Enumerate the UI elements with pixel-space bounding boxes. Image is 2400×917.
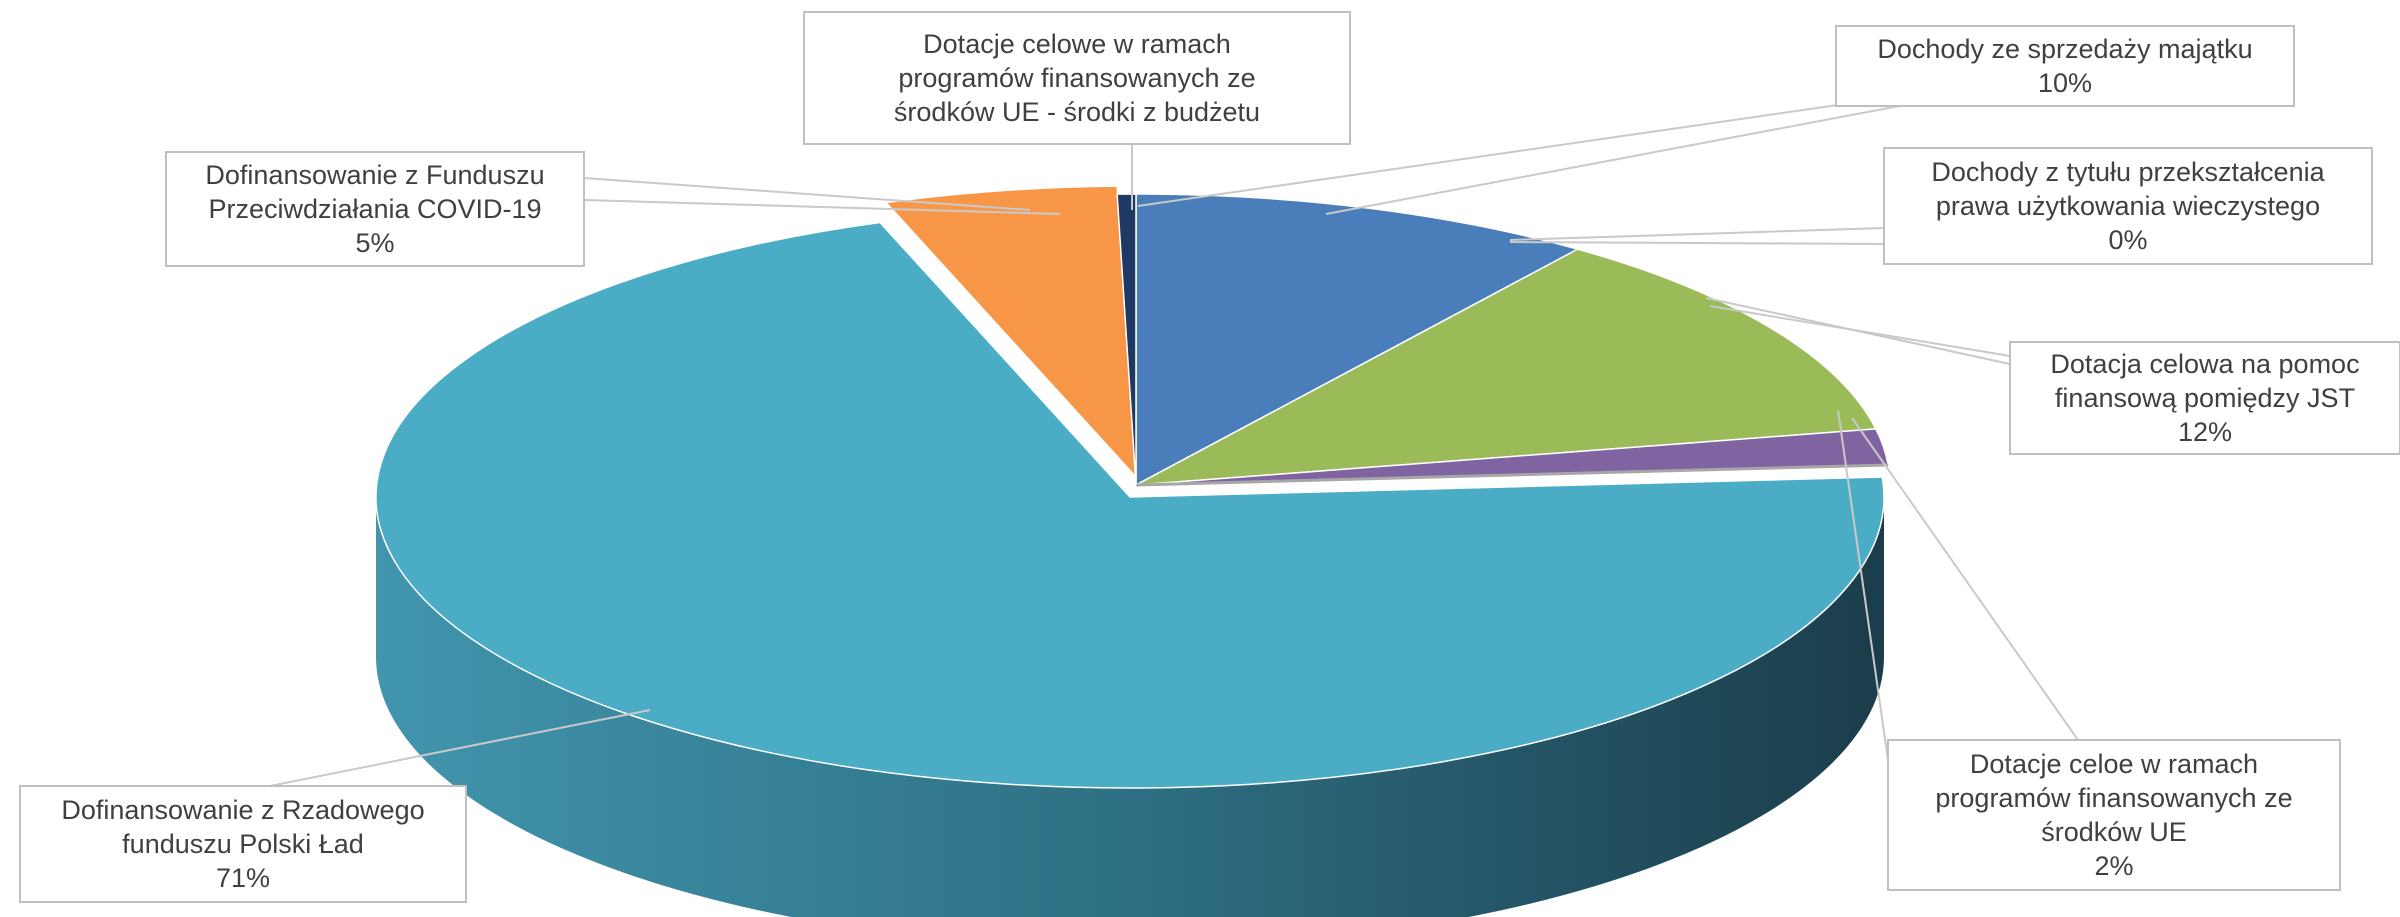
- data-label-percent: 71%: [216, 863, 270, 893]
- leader-line: [583, 199, 1061, 215]
- data-label-text: Dofinansowanie z Funduszu: [205, 160, 544, 190]
- data-label-text: funduszu Polski Ład: [122, 829, 364, 859]
- leader-line: [1705, 297, 2011, 365]
- data-label-sprzedaz-majatku: Dochody ze sprzedaży majątku 10%: [1835, 25, 2295, 107]
- pie-plot-area: [375, 185, 1890, 917]
- data-label-text: Dochody ze sprzedaży majątku: [1877, 34, 2252, 64]
- data-label-box: [2009, 341, 2400, 455]
- data-label-box: [803, 11, 1351, 145]
- data-label-ue-budzet: Dotacje celowe w ramach programów finanso…: [803, 11, 1351, 145]
- data-label-box: [19, 785, 467, 903]
- leader-line: [1509, 227, 1885, 241]
- pie-slice-polski-lad: [375, 221, 1885, 789]
- data-label-percent: 12%: [2178, 417, 2232, 447]
- data-label-text: Przeciwdziałania COVID-19: [208, 194, 541, 224]
- data-label-uzytkowanie-wieczyste: Dochody z tytułu przekształcenia prawa uż…: [1883, 147, 2373, 265]
- data-label-text: Dochody z tytułu przekształcenia: [1931, 157, 2325, 187]
- pie-slice-uzytkowanie-wieczyste: [1135, 463, 1889, 487]
- pie-slice-ue-budzet: [1116, 193, 1137, 486]
- data-label-percent: 0%: [2108, 225, 2147, 255]
- data-labels: Dochody ze sprzedaży majątku 10% Dotacja c…: [19, 11, 2400, 903]
- data-label-covid-19: Dofinansowanie z Funduszu Przeciwdziałani…: [165, 151, 585, 267]
- leader-line: [1837, 409, 1889, 761]
- data-label-text: finansową pomiędzy JST: [2055, 383, 2355, 413]
- data-label-box: [1887, 739, 2341, 891]
- leader-line: [1851, 417, 2079, 741]
- leader-line: [1137, 95, 1901, 207]
- leader-line: [583, 177, 1031, 211]
- data-label-text: środków UE - środki z budżetu: [894, 97, 1260, 127]
- data-label-text: Dotacje celowe w ramach: [923, 29, 1231, 59]
- data-label-text: Dotacje celoe w ramach: [1970, 749, 2258, 779]
- data-label-text: środków UE: [2041, 817, 2187, 847]
- pie-slice-pomoc-jst: [1135, 248, 1878, 486]
- leader-line: [269, 709, 651, 787]
- data-label-text: programów finansowanych ze: [898, 63, 1255, 93]
- data-label-srodki-ue: Dotacje celoe w ramach programów finansow…: [1887, 739, 2341, 891]
- data-label-text: prawa użytkowania wieczystego: [1936, 191, 2320, 221]
- data-label-pomoc-jst: Dotacja celowa na pomoc finansową pomiędz…: [2009, 341, 2400, 455]
- data-label-text: Dofinansowanie z Rzadowego: [61, 795, 424, 825]
- data-label-text: programów finansowanych ze: [1935, 783, 2292, 813]
- leader-line: [1509, 241, 1885, 245]
- data-label-percent: 10%: [2038, 68, 2092, 98]
- data-label-box: [1883, 147, 2373, 265]
- leader-line: [1325, 103, 1911, 215]
- data-label-box: [1835, 25, 2295, 107]
- data-label-box: [165, 151, 585, 267]
- data-label-percent: 2%: [2094, 851, 2133, 881]
- data-label-percent: 5%: [355, 228, 394, 258]
- data-label-polski-lad: Dofinansowanie z Rzadowego funduszu Polsk…: [19, 785, 467, 903]
- pie-slice-side-polski-lad: [376, 497, 1884, 917]
- data-label-text: Dotacja celowa na pomoc: [2050, 349, 2359, 379]
